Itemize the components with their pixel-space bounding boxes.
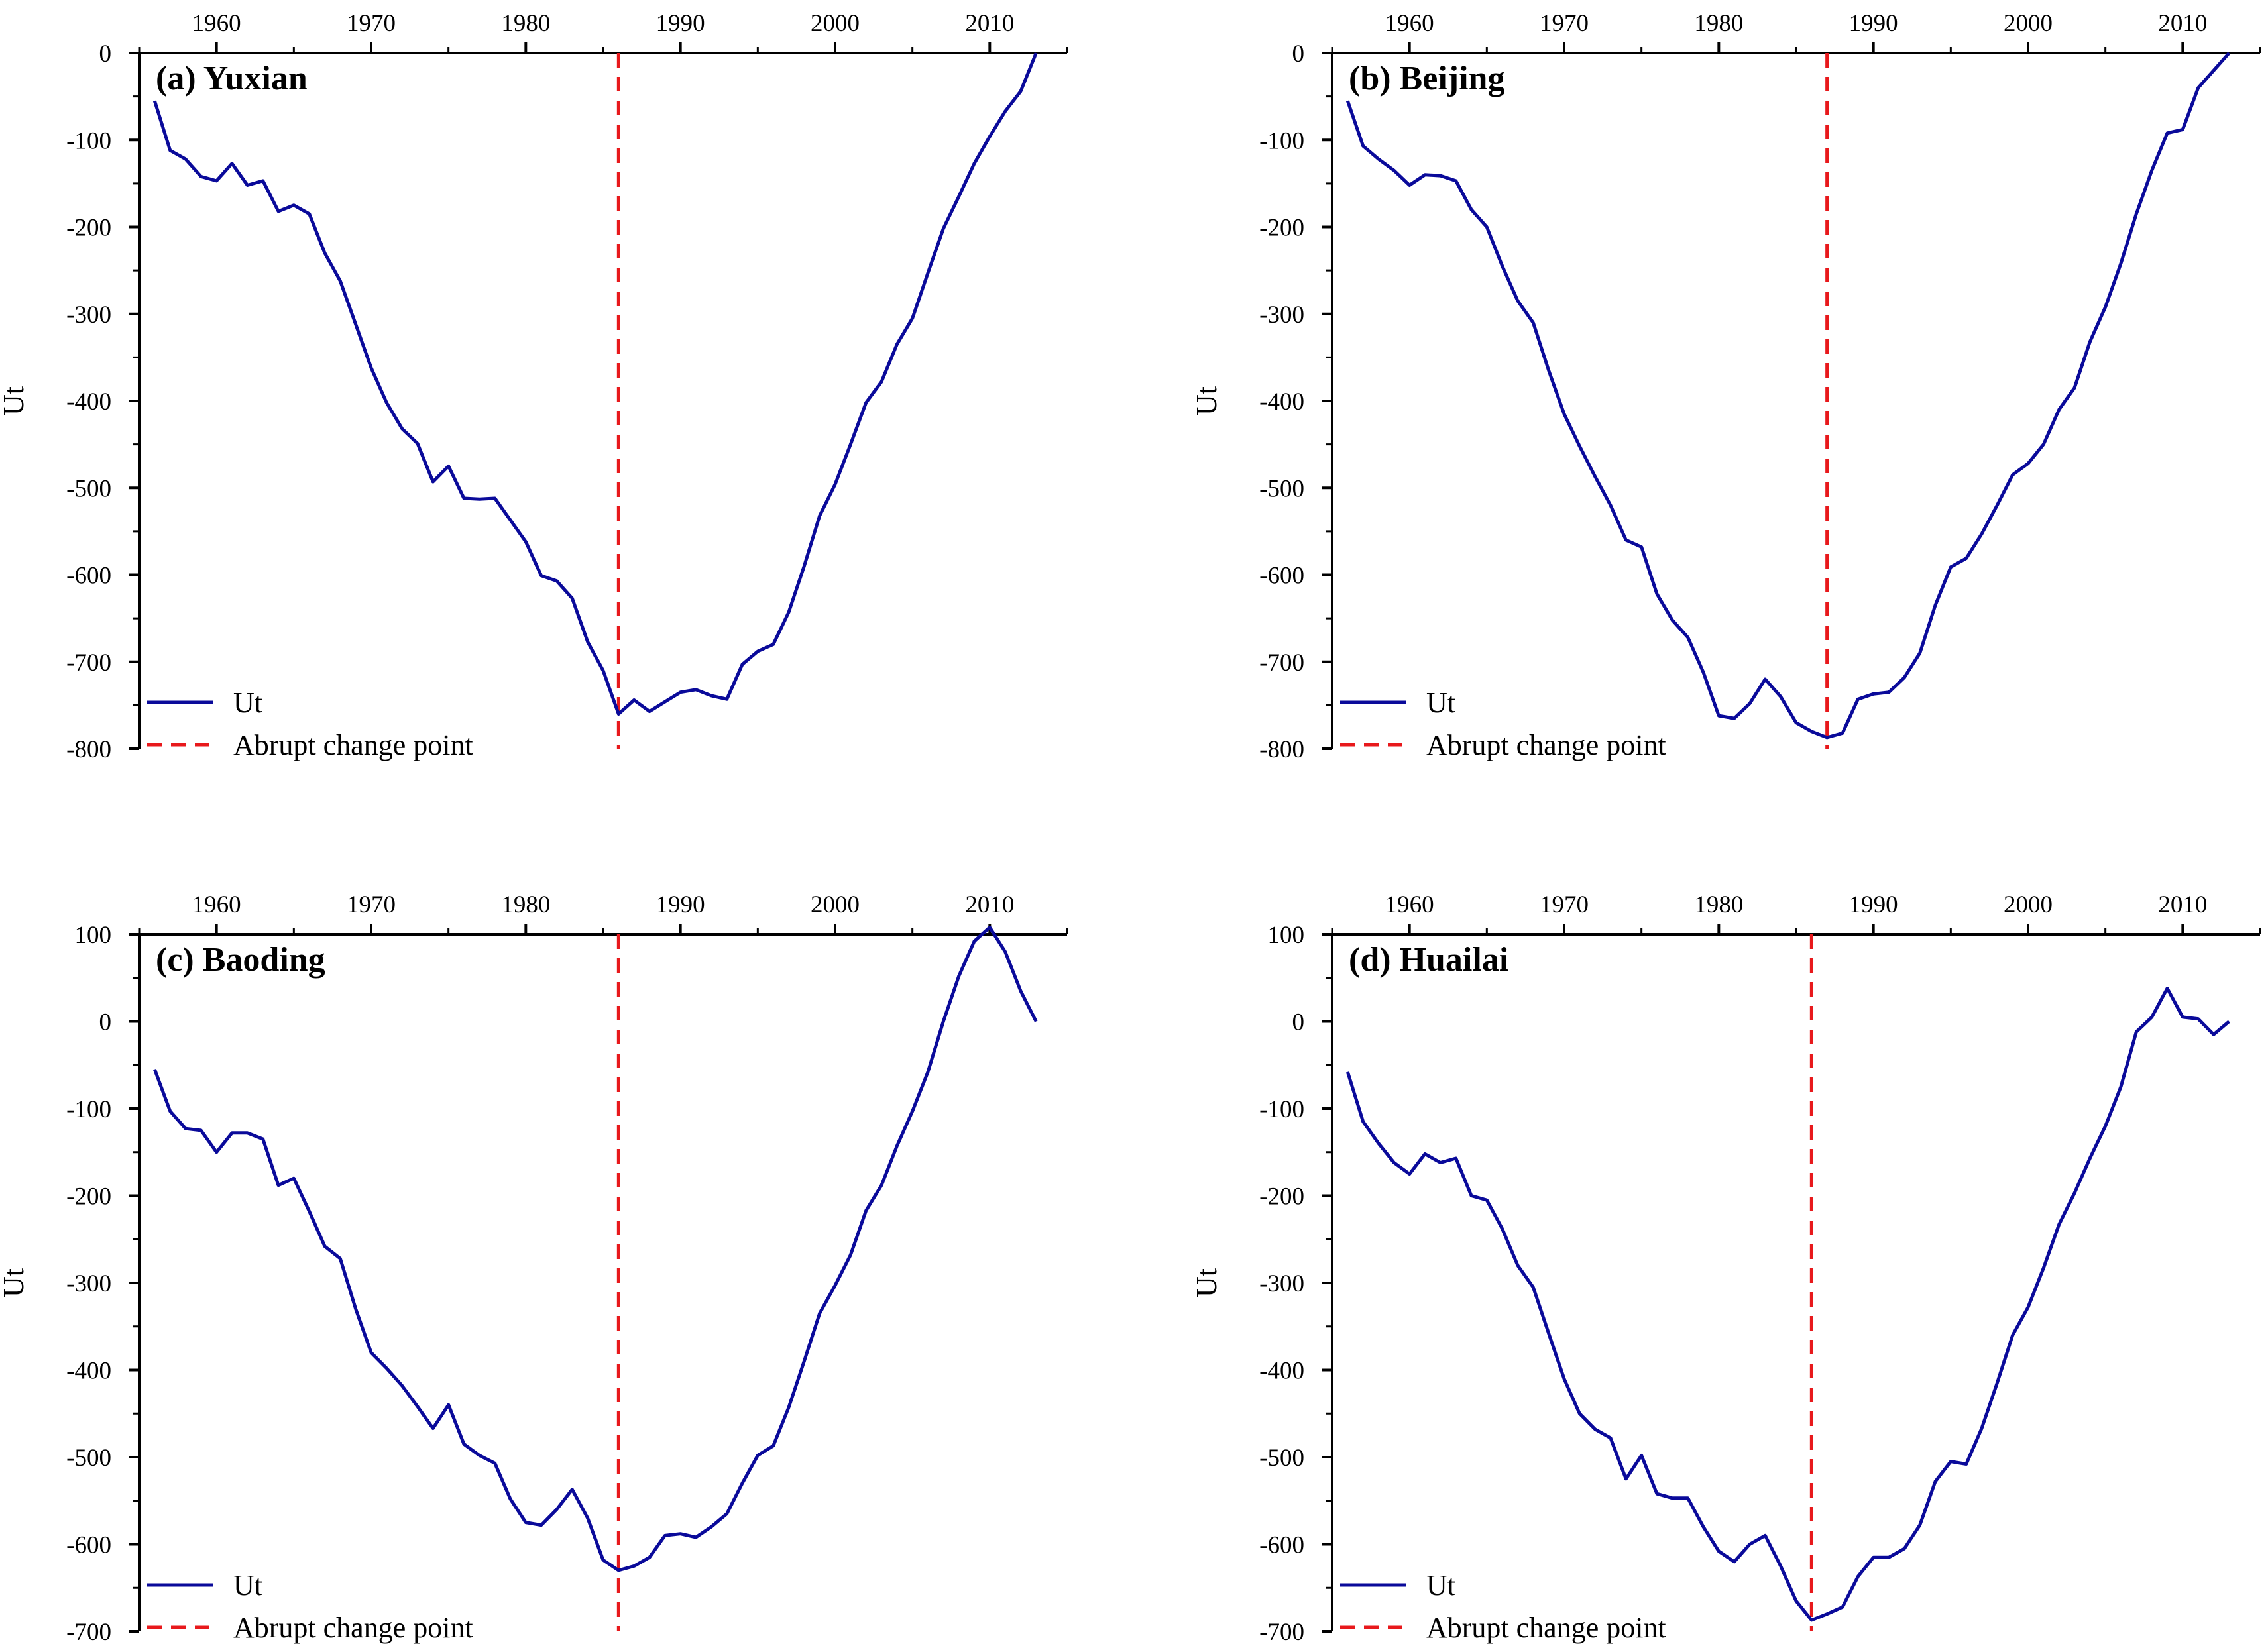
y-tick-label: -500 [66,475,111,502]
y-tick-label: -200 [66,215,111,242]
legend-change-label: Abrupt change point [233,1612,473,1644]
chart-panel-3: 100 0 -100 -200 -300 -400 -500 -600 -700 1960 1970… [0,891,1068,1646]
y-tick-label: -700 [1259,649,1304,677]
x-tick-label: 1980 [1694,10,1743,37]
y-tick-label: -600 [66,1532,111,1559]
chart-panel-1: 0 -100 -200 -300 -400 -500 -600 -700 -800 1960 197… [0,10,1068,763]
y-tick-label: -400 [1259,1358,1304,1385]
y-tick-label: -400 [1259,388,1304,415]
y-tick-label: -300 [66,1270,111,1297]
y-tick-label: -100 [1259,127,1304,154]
y-tick-label: -600 [1259,1532,1304,1559]
y-tick-label: 100 [1268,922,1305,949]
y-tick-label: -600 [1259,563,1304,590]
y-tick-label: 0 [1292,40,1305,68]
legend-ut-label: Ut [233,1569,262,1602]
x-tick-label: 1960 [192,10,241,37]
chart-panel-2: 0 -100 -200 -300 -400 -500 -600 -700 -800 1960 197… [1190,10,2261,763]
y-tick-label: 0 [1292,1009,1305,1036]
y-tick-label: -500 [1259,1445,1304,1472]
series-line-ut [1345,987,2230,1622]
x-tick-label: 1960 [1385,891,1434,918]
y-tick-label: -700 [66,1619,111,1646]
y-tick-label: -300 [1259,1270,1304,1297]
y-tick-label: -400 [66,1358,111,1385]
x-tick-label: 2000 [2004,891,2053,918]
y-tick-label: -200 [1259,215,1304,242]
x-tick-label: 1980 [501,891,550,918]
x-tick-label: 1970 [347,10,396,37]
x-tick-label: 2010 [965,10,1014,37]
series-line-ut [152,926,1038,1572]
panel-title: (a) Yuxian [156,60,308,97]
y-tick-label: -200 [66,1183,111,1211]
y-tick-label: -200 [1259,1183,1304,1211]
y-tick-label: -800 [66,736,111,763]
x-tick-label: 1980 [1694,891,1743,918]
x-tick-label: 1990 [656,10,705,37]
y-tick-label: -700 [1259,1619,1304,1646]
x-tick-label: 2010 [2158,10,2207,37]
y-tick-label: -100 [1259,1096,1304,1123]
y-tick-label: 100 [75,922,112,949]
y-tick-label: -100 [66,1096,111,1123]
y-tick-label: -100 [66,127,111,154]
series-line-ut [1345,52,2231,740]
legend-ut-label: Ut [1426,1569,1455,1602]
legend-ut-label: Ut [233,686,262,719]
x-tick-label: 1980 [501,10,550,37]
x-tick-label: 1960 [192,891,241,918]
x-tick-label: 1970 [1540,891,1589,918]
chart-panel-4: 100 0 -100 -200 -300 -400 -500 -600 -700 1960 1970… [1190,891,2261,1646]
x-tick-label: 1970 [347,891,396,918]
y-tick-label: -500 [1259,475,1304,502]
x-tick-label: 1990 [1849,891,1898,918]
y-axis-label: Ut [0,1268,30,1297]
x-tick-label: 2010 [965,891,1014,918]
y-tick-label: -400 [66,388,111,415]
x-tick-label: 2000 [811,10,860,37]
legend-ut-label: Ut [1426,686,1455,719]
x-tick-label: 2010 [2158,891,2207,918]
y-axis-label: Ut [1190,386,1223,415]
x-tick-label: 1990 [1849,10,1898,37]
y-axis-label: Ut [0,386,30,415]
x-tick-label: 2000 [2004,10,2053,37]
panel-title: (b) Beijing [1349,60,1504,97]
x-tick-label: 1960 [1385,10,1434,37]
y-tick-label: -700 [66,649,111,677]
y-tick-label: 0 [99,1009,112,1036]
y-tick-label: -500 [66,1445,111,1472]
y-tick-label: -300 [1259,302,1304,329]
y-tick-label: -600 [66,563,111,590]
legend-change-label: Abrupt change point [1426,1612,1666,1644]
legend-change-label: Abrupt change point [1426,729,1666,761]
x-tick-label: 1990 [656,891,705,918]
panel-title: (c) Baoding [156,941,325,979]
legend-change-label: Abrupt change point [233,729,473,761]
y-axis-label: Ut [1190,1268,1223,1297]
series-line-ut [152,52,1038,716]
x-tick-label: 2000 [811,891,860,918]
y-tick-label: -800 [1259,736,1304,763]
y-tick-label: -300 [66,302,111,329]
x-tick-label: 1970 [1540,10,1589,37]
panel-title: (d) Huailai [1349,941,1508,979]
y-tick-label: 0 [99,40,112,68]
